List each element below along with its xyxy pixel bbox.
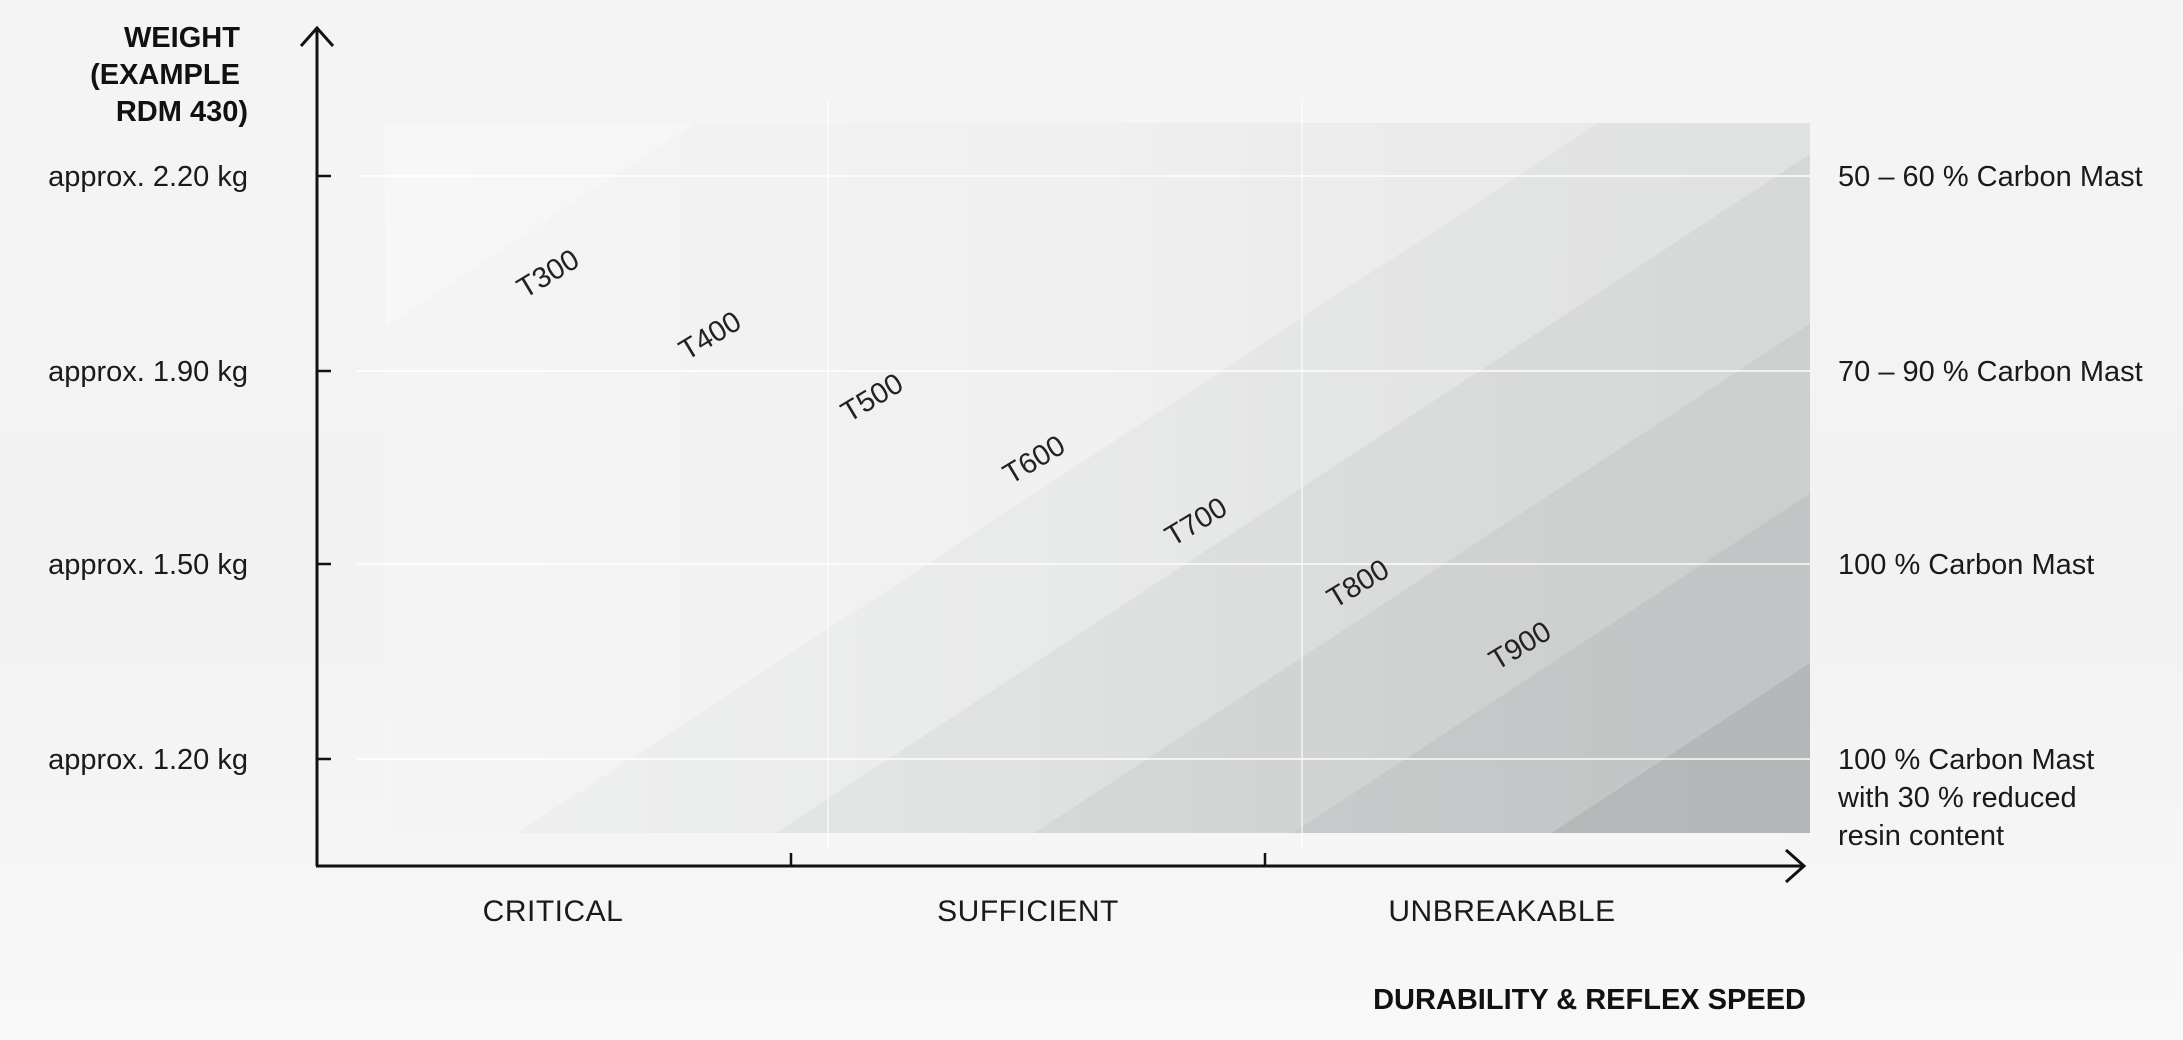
x-category-label: CRITICAL — [483, 895, 624, 928]
band-area-sheen — [385, 123, 1810, 833]
grid-lines — [357, 100, 1810, 848]
x-category-label: SUFFICIENT — [937, 895, 1119, 928]
right-axis-label: 100 % Carbon Mast — [1838, 549, 2094, 581]
y-axis-title: WEIGHT (EXAMPLE RDM 430) — [90, 22, 248, 128]
y-tick-label: approx. 1.90 kg — [48, 356, 248, 388]
y-ticks: approx. 2.20 kg 50 – 60 % Carbon Mast appr… — [48, 161, 2143, 852]
band-areas — [385, 0, 2183, 843]
x-category-label: UNBREAKABLE — [1388, 895, 1615, 928]
right-axis-label-line: resin content — [1838, 820, 2004, 852]
band-area — [1809, 832, 1810, 833]
right-axis-label-line: with 30 % reduced — [1837, 782, 2077, 814]
y-tick-label: approx. 1.20 kg — [48, 744, 248, 776]
y-axis-title-line: WEIGHT — [124, 22, 240, 54]
right-axis-label: 70 – 90 % Carbon Mast — [1838, 356, 2143, 388]
x-axis-arrow-icon — [1785, 848, 1807, 884]
y-axis-arrow-icon — [299, 25, 335, 47]
right-axis-label-line: 70 – 90 % Carbon Mast — [1838, 356, 2143, 388]
band-area — [2065, 0, 2183, 843]
y-tick-label: approx. 2.20 kg — [48, 161, 248, 193]
y-tick-label: approx. 1.50 kg — [48, 549, 248, 581]
x-axis-title: DURABILITY & REFLEX SPEED — [1373, 984, 1806, 1016]
right-axis-label-line: 50 – 60 % Carbon Mast — [1838, 161, 2143, 193]
right-axis-label: 50 – 60 % Carbon Mast — [1838, 161, 2143, 193]
band-area-clip — [385, 0, 2183, 843]
right-axis-label-line: 100 % Carbon Mast — [1838, 549, 2094, 581]
axes — [299, 25, 1807, 884]
right-axis-label: 100 % Carbon Mast with 30 % reduced resin … — [1837, 744, 2094, 852]
right-axis-label-line: 100 % Carbon Mast — [1838, 744, 2094, 776]
x-ticks: CRITICAL SUFFICIENT UNBREAKABLE — [483, 853, 1615, 928]
y-axis-title-line: RDM 430) — [116, 96, 248, 128]
y-axis-title-line: (EXAMPLE — [90, 59, 240, 91]
